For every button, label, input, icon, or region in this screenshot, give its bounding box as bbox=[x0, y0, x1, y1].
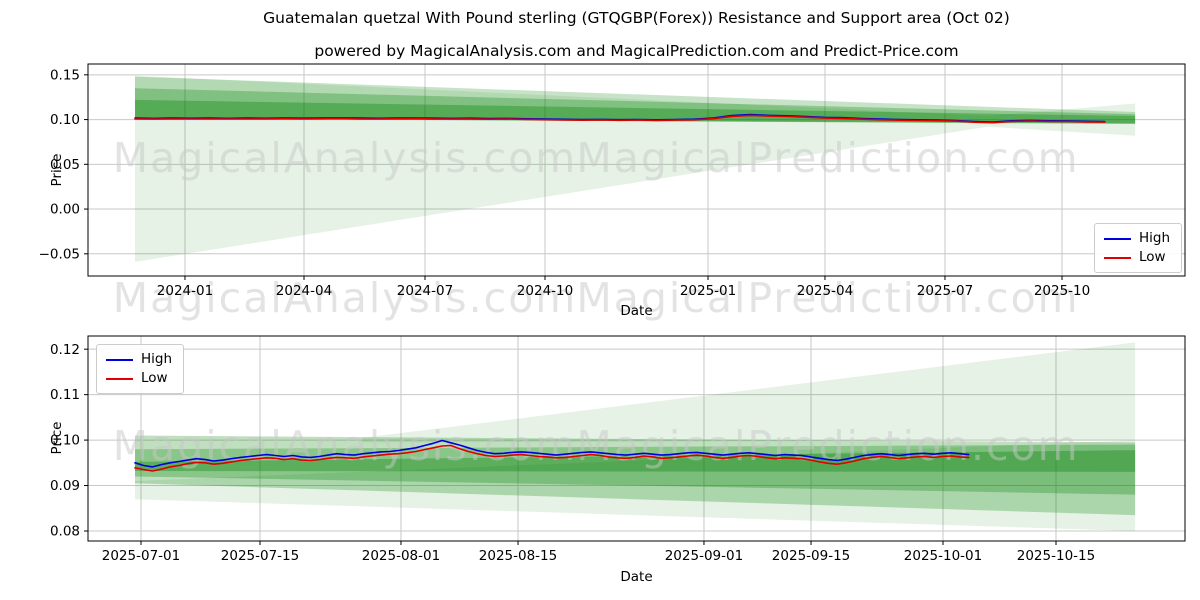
high-line-swatch bbox=[1104, 237, 1131, 240]
chart-subtitle: powered by MagicalAnalysis.com and Magic… bbox=[314, 42, 959, 60]
legend-label-low: Low bbox=[1139, 248, 1166, 265]
watermark-magicalprediction: MagicalPrediction.com bbox=[576, 422, 1079, 470]
y-axis-label-bottom: Price bbox=[49, 421, 65, 455]
legend-item-high: High bbox=[106, 350, 172, 369]
y-tick-label: 0.15 bbox=[50, 67, 80, 83]
x-axis-label-bottom: Date bbox=[620, 569, 653, 585]
x-tick-label: 2025-10 bbox=[1034, 283, 1090, 299]
top-chart: MagicalAnalysis.com MagicalPrediction.com… bbox=[39, 63, 1186, 322]
support-resistance-band bbox=[362, 342, 1136, 443]
x-tick-label: 2025-01 bbox=[680, 283, 736, 299]
high-line bbox=[134, 439, 970, 468]
plot-border bbox=[87, 335, 1186, 542]
legend-top-chart: High Low bbox=[1094, 223, 1183, 273]
chart-title: Guatemalan quetzal With Pound sterling (… bbox=[263, 9, 1010, 27]
plot-background bbox=[88, 64, 1185, 276]
legend-label-high: High bbox=[141, 350, 173, 367]
x-axis-label-top: Date bbox=[620, 303, 653, 319]
x-tick-label: 2025-07-01 bbox=[102, 548, 180, 564]
support-resistance-band bbox=[135, 76, 1136, 124]
y-tick-label: 0.09 bbox=[50, 478, 80, 494]
legend-item-low: Low bbox=[106, 369, 172, 388]
legend-bottom-chart: High Low bbox=[96, 344, 185, 394]
bottom-chart: MagicalAnalysis.com MagicalPrediction.com… bbox=[50, 335, 1186, 564]
x-tick-label: 2025-09-01 bbox=[665, 548, 743, 564]
legend-label-high: High bbox=[1139, 229, 1171, 246]
plot-border bbox=[87, 63, 1186, 277]
x-tick-label: 2025-07-15 bbox=[221, 548, 299, 564]
x-tick-label: 2025-07 bbox=[917, 283, 973, 299]
y-tick-label: 0.08 bbox=[50, 524, 80, 540]
y-tick-label: −0.05 bbox=[39, 246, 80, 262]
support-resistance-band bbox=[135, 440, 1136, 531]
legend-item-low: Low bbox=[1104, 248, 1170, 267]
watermark-magicalprediction: MagicalPrediction.com bbox=[576, 134, 1079, 182]
y-tick-label: 0.10 bbox=[50, 433, 80, 449]
x-tick-label: 2024-04 bbox=[276, 283, 332, 299]
x-tick-label: 2025-04 bbox=[797, 283, 853, 299]
y-axis-label-top: Price bbox=[49, 153, 65, 187]
y-tick-label: 0.12 bbox=[50, 342, 80, 358]
y-tick-label: 0.00 bbox=[50, 202, 80, 218]
support-resistance-band bbox=[135, 75, 1136, 262]
low-line bbox=[134, 444, 970, 472]
low-line-swatch bbox=[106, 377, 133, 380]
x-tick-label: 2025-08-01 bbox=[362, 548, 440, 564]
x-tick-label: 2025-08-15 bbox=[479, 548, 557, 564]
y-tick-label: 0.10 bbox=[50, 112, 80, 128]
high-line-swatch bbox=[106, 358, 133, 361]
legend-label-low: Low bbox=[141, 369, 168, 386]
low-line bbox=[134, 114, 1106, 124]
support-resistance-band bbox=[135, 450, 1136, 472]
watermark-magicalanalysis: MagicalAnalysis.com bbox=[113, 274, 578, 322]
y-tick-label: 0.05 bbox=[50, 157, 80, 173]
y-tick-label: 0.11 bbox=[50, 387, 80, 403]
x-tick-label: 2025-10-15 bbox=[1017, 548, 1095, 564]
x-tick-label: 2025-10-01 bbox=[904, 548, 982, 564]
support-resistance-band bbox=[135, 88, 1136, 124]
watermark-magicalprediction: MagicalPrediction.com bbox=[576, 274, 1079, 322]
low-line-swatch bbox=[1104, 256, 1131, 259]
x-tick-label: 2024-01 bbox=[157, 283, 213, 299]
x-tick-label: 2024-07 bbox=[397, 283, 453, 299]
legend-item-high: High bbox=[1104, 229, 1170, 248]
watermark-magicalanalysis: MagicalAnalysis.com bbox=[113, 134, 578, 182]
plot-background bbox=[88, 336, 1185, 541]
x-tick-label: 2024-10 bbox=[517, 283, 573, 299]
watermark-magicalanalysis: MagicalAnalysis.com bbox=[113, 422, 578, 470]
x-tick-label: 2025-09-15 bbox=[772, 548, 850, 564]
